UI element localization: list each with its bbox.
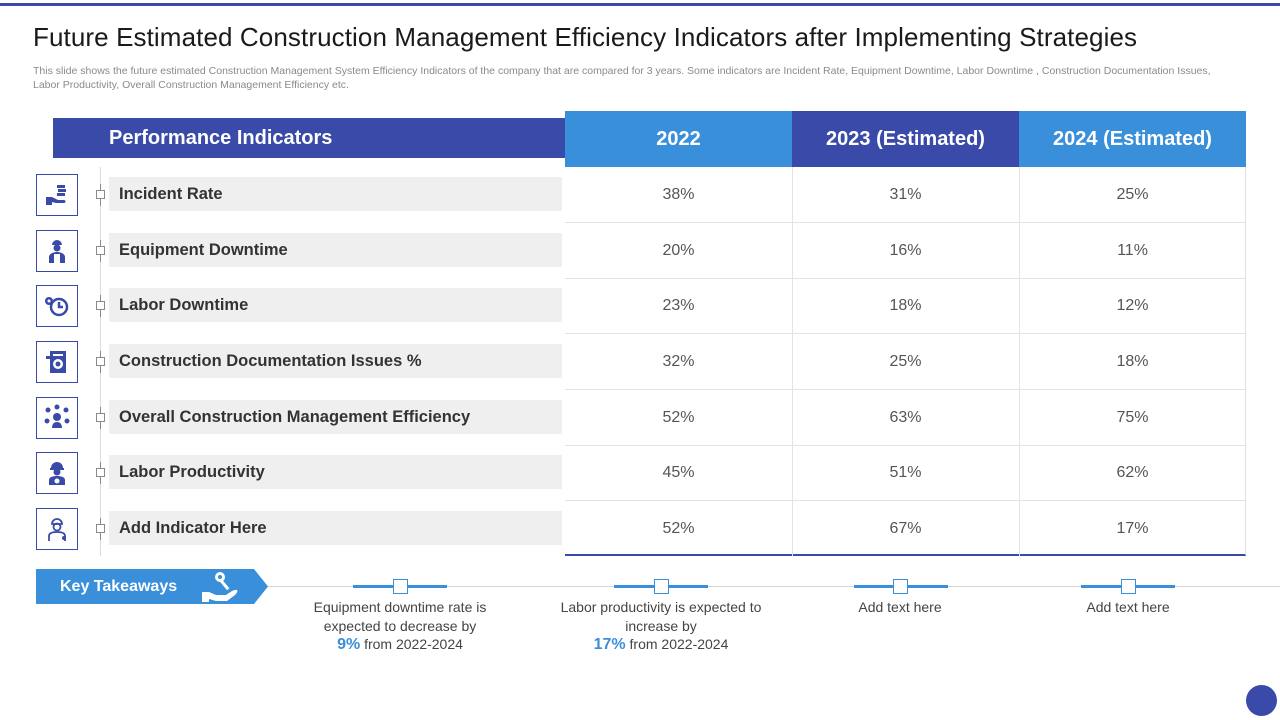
row-divider xyxy=(565,333,1246,334)
slide-title: Future Estimated Construction Management… xyxy=(33,22,1138,52)
takeaway-1-number: 9% xyxy=(337,636,361,653)
cell-2024: 18% xyxy=(1116,353,1149,370)
cell-2022: 20% xyxy=(662,242,695,259)
cell-2023: 51% xyxy=(889,464,922,481)
row-label: Overall Construction Management Efficien… xyxy=(109,400,562,434)
cell-2022: 38% xyxy=(662,186,695,203)
cell-2023: 31% xyxy=(889,186,922,203)
cell-2022: 52% xyxy=(662,520,695,537)
takeaway-marker-box xyxy=(654,579,669,594)
column-divider xyxy=(792,167,793,556)
takeaway-1: Equipment downtime rate is expected to d… xyxy=(285,598,515,655)
cell-2024: 12% xyxy=(1116,297,1149,314)
column-divider xyxy=(1019,167,1020,556)
header-2022: 2022 xyxy=(565,111,792,167)
document-gear-icon xyxy=(36,341,78,383)
takeaway-2: Labor productivity is expected to increa… xyxy=(546,598,776,655)
takeaways-label: Key Takeaways xyxy=(60,578,178,595)
clock-gear-icon xyxy=(36,285,78,327)
row-tick xyxy=(96,190,105,199)
row-tick xyxy=(96,468,105,477)
network-person-icon xyxy=(36,397,78,439)
row-label: Construction Documentation Issues % xyxy=(109,344,562,378)
hand-key-icon xyxy=(202,572,238,602)
takeaway-2-text: Labor productivity is expected to increa… xyxy=(560,599,762,634)
takeaway-marker-box xyxy=(893,579,908,594)
top-rule xyxy=(0,3,1280,6)
cell-2023: 25% xyxy=(889,353,922,370)
row-label: Equipment Downtime xyxy=(109,233,562,267)
takeaway-marker-box xyxy=(1121,579,1136,594)
takeaway-2-number: 17% xyxy=(593,636,626,653)
takeaway-3: Add text here xyxy=(858,599,942,615)
cell-2024: 11% xyxy=(1117,242,1148,259)
row-label: Add Indicator Here xyxy=(109,511,562,545)
row-tick xyxy=(96,246,105,255)
cell-2023: 18% xyxy=(889,297,922,314)
values-grid xyxy=(565,167,1246,556)
row-label: Labor Downtime xyxy=(109,288,562,322)
cell-2023: 16% xyxy=(889,242,922,259)
helmet-worker-icon xyxy=(36,452,78,494)
indicator-header-band xyxy=(53,118,565,158)
cell-2024: 75% xyxy=(1116,409,1149,426)
header-2024: 2024 (Estimated) xyxy=(1019,111,1246,167)
cell-2024: 25% xyxy=(1116,186,1149,203)
cell-2022: 52% xyxy=(662,409,695,426)
row-divider xyxy=(565,500,1246,501)
cell-2023: 63% xyxy=(889,409,922,426)
row-tick xyxy=(96,357,105,366)
cell-2022: 23% xyxy=(662,297,695,314)
row-divider xyxy=(565,222,1246,223)
takeaway-4: Add text here xyxy=(1086,599,1170,615)
row-tick xyxy=(96,413,105,422)
row-divider xyxy=(565,445,1246,446)
row-label: Incident Rate xyxy=(109,177,562,211)
engineer-icon xyxy=(36,508,78,550)
row-divider xyxy=(565,278,1246,279)
hand-coins-icon xyxy=(36,174,78,216)
row-divider xyxy=(565,389,1246,390)
corner-dot xyxy=(1246,685,1277,716)
cell-2022: 32% xyxy=(662,353,695,370)
takeaway-1-range: from 2022-2024 xyxy=(364,636,463,652)
cell-2022: 45% xyxy=(662,464,695,481)
slide-subtitle: This slide shows the future estimated Co… xyxy=(33,65,1211,91)
takeaway-1-text: Equipment downtime rate is expected to d… xyxy=(313,599,487,634)
takeaways-rule xyxy=(240,586,1280,587)
indicator-header: Performance Indicators xyxy=(109,127,333,149)
row-label: Labor Productivity xyxy=(109,455,562,489)
cell-2024: 17% xyxy=(1116,520,1149,537)
header-2023: 2023 (Estimated) xyxy=(792,111,1019,167)
takeaway-2-range: from 2022-2024 xyxy=(629,636,729,652)
row-tick xyxy=(96,301,105,310)
takeaway-marker-box xyxy=(393,579,408,594)
worker-icon xyxy=(36,230,78,272)
row-tick xyxy=(96,524,105,533)
cell-2023: 67% xyxy=(889,520,922,537)
cell-2024: 62% xyxy=(1116,464,1149,481)
